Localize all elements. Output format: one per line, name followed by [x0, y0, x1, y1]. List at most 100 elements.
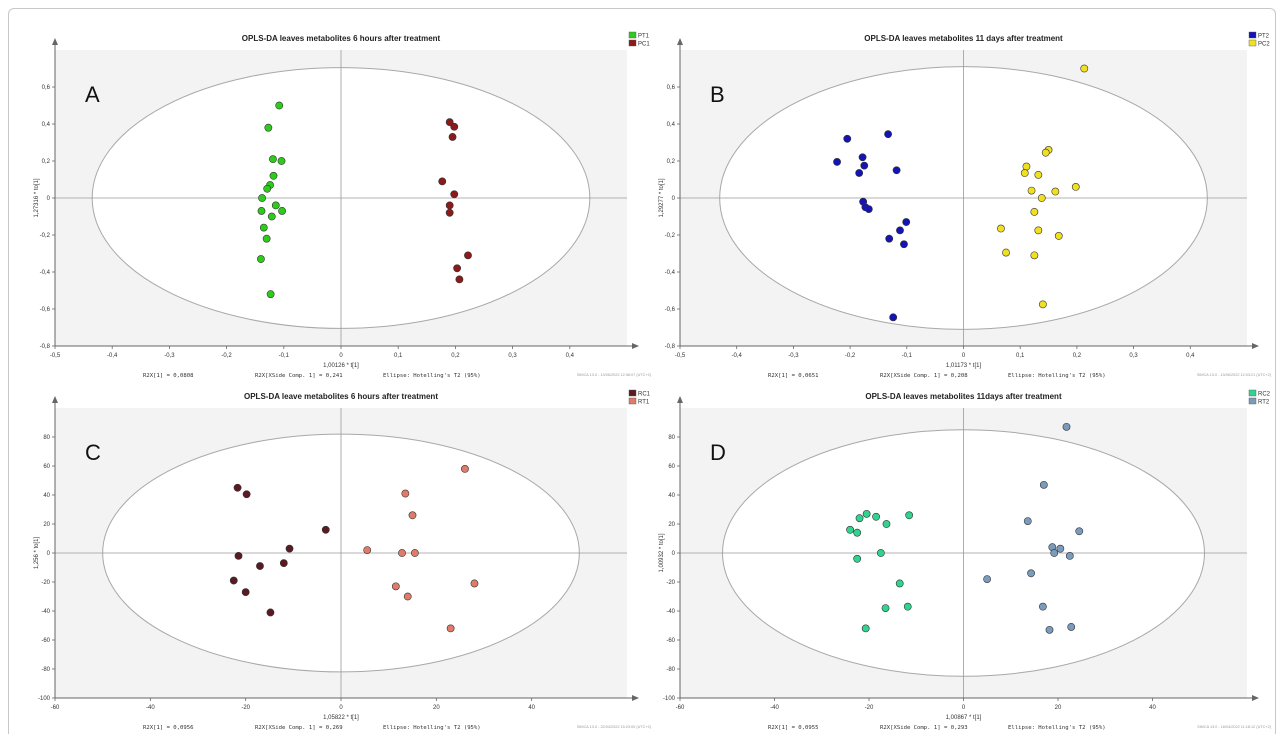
x-tick-label: -20: [865, 705, 874, 711]
y-tick-label: 80: [668, 435, 675, 441]
y-tick-label: -0,6: [665, 307, 676, 313]
x-axis-arrow: [1252, 343, 1259, 349]
data-point: [229, 576, 238, 585]
data-point: [895, 579, 904, 588]
data-point: [277, 157, 286, 165]
y-tick-label: -80: [41, 667, 50, 673]
x-tick-label: 0,2: [451, 353, 460, 359]
data-point: [853, 554, 862, 563]
x-tick-label: 0,4: [1186, 353, 1195, 359]
panel-letter: D: [710, 440, 726, 465]
y-tick-label: 80: [43, 435, 50, 441]
data-point: [864, 205, 873, 213]
footer-r2x-side: R2X[XSide Comp. 1] = 0,208: [880, 373, 968, 379]
chart-title: OPLS-DA leaves metabolites 11 days after…: [864, 34, 1063, 43]
data-point: [1054, 232, 1063, 240]
data-point: [882, 520, 891, 528]
x-tick-label: -0,1: [902, 353, 913, 359]
y-tick-label: 0: [672, 196, 676, 202]
legend-swatch: [1248, 389, 1257, 397]
y-tick-label: -100: [663, 696, 676, 702]
data-point: [285, 544, 294, 553]
data-point: [855, 514, 864, 523]
panel-b: -0,5 -0,4 -0,3 -0,2 -0,1 0 0,1 0,2 0,3 0,4 -0,8 -0,…: [655, 28, 1275, 380]
data-point: [1038, 602, 1047, 611]
data-point: [242, 490, 251, 499]
data-point: [262, 234, 271, 243]
x-tick-label: -60: [676, 705, 685, 711]
data-point: [881, 604, 890, 612]
y-tick-label: -60: [41, 638, 50, 644]
data-point: [258, 194, 266, 202]
y-axis-arrow: [677, 396, 683, 403]
x-tick-label: -0,3: [164, 353, 175, 359]
data-point: [1022, 162, 1031, 171]
data-point: [438, 177, 447, 186]
legend-swatch: [628, 39, 637, 47]
y-tick-label: -40: [41, 609, 50, 615]
y-tick-label: 40: [668, 493, 675, 499]
data-point: [1027, 569, 1035, 578]
legend-label: PT2: [1258, 34, 1270, 40]
data-point: [997, 224, 1005, 233]
data-point: [900, 240, 908, 249]
y-tick-label: -0,4: [665, 270, 676, 276]
y-axis-label: 1,00932 * to[1]: [659, 533, 665, 572]
data-point: [269, 171, 278, 180]
y-tick-label: -80: [666, 667, 675, 673]
data-point: [267, 212, 276, 221]
data-point: [1075, 527, 1084, 536]
data-point: [398, 549, 406, 557]
footer-timestamp: SIMCA 13.0 - 22/04/2022 15:23:00 (UTC+2): [577, 725, 652, 729]
footer-timestamp: SIMCA 13.0 - 13/06/2022 12:03:21 (UTC+2): [1197, 373, 1272, 377]
x-tick-label: -0,3: [788, 353, 799, 359]
y-tick-label: 0: [672, 551, 676, 557]
x-tick-label: 40: [1149, 705, 1156, 711]
x-tick-label: 0,1: [1016, 353, 1025, 359]
data-point: [885, 234, 894, 243]
x-axis-label: 1,05822 * t[1]: [323, 715, 359, 721]
data-point: [257, 255, 265, 263]
data-point: [1050, 549, 1059, 557]
chart-title: OPLS-DA leaves metabolites 6 hours after…: [242, 34, 441, 43]
panel-letter: B: [710, 82, 725, 107]
data-point: [234, 551, 243, 560]
data-point: [279, 559, 288, 568]
data-point: [1041, 148, 1050, 157]
x-tick-label: -20: [241, 705, 250, 711]
data-point: [896, 226, 904, 235]
data-point: [1065, 551, 1074, 560]
footer-r2x-side: R2X[XSide Comp. 1] = 0,293: [880, 725, 968, 731]
data-point: [1030, 207, 1039, 216]
y-axis-arrow: [52, 396, 58, 403]
legend-label: PC2: [1258, 42, 1270, 48]
y-axis-arrow: [677, 38, 683, 45]
data-point: [872, 512, 880, 521]
data-point: [408, 511, 417, 520]
data-point: [461, 465, 469, 473]
y-tick-label: 20: [668, 522, 675, 528]
data-point: [445, 118, 454, 127]
data-point: [884, 130, 892, 139]
data-point: [403, 592, 412, 601]
data-point: [892, 166, 901, 175]
data-point: [905, 511, 914, 520]
x-axis-label: 1,00867 * t[1]: [946, 715, 982, 721]
y-tick-label: -20: [666, 580, 675, 586]
y-axis-label: 1,29277 * to[1]: [659, 178, 665, 217]
x-tick-label: -0,5: [675, 353, 686, 359]
data-point: [1056, 544, 1065, 553]
y-tick-label: 60: [43, 464, 50, 470]
y-tick-label: 0,2: [42, 159, 51, 165]
data-point: [903, 602, 912, 611]
legend-label: RC1: [638, 392, 651, 398]
footer-r2x: R2X[1] = 0,0956: [143, 725, 194, 731]
data-point: [257, 207, 266, 215]
chart-svg: -0,5 -0,4 -0,3 -0,2 -0,1 0 0,1 0,2 0,3 0,4 -0,8 -0,…: [659, 31, 1272, 379]
data-point: [1030, 251, 1039, 260]
data-point: [1045, 625, 1054, 634]
legend-swatch: [628, 397, 637, 405]
y-axis-label: 1,256 * to[1]: [34, 536, 40, 569]
data-point: [1038, 300, 1047, 309]
data-point: [862, 509, 871, 518]
